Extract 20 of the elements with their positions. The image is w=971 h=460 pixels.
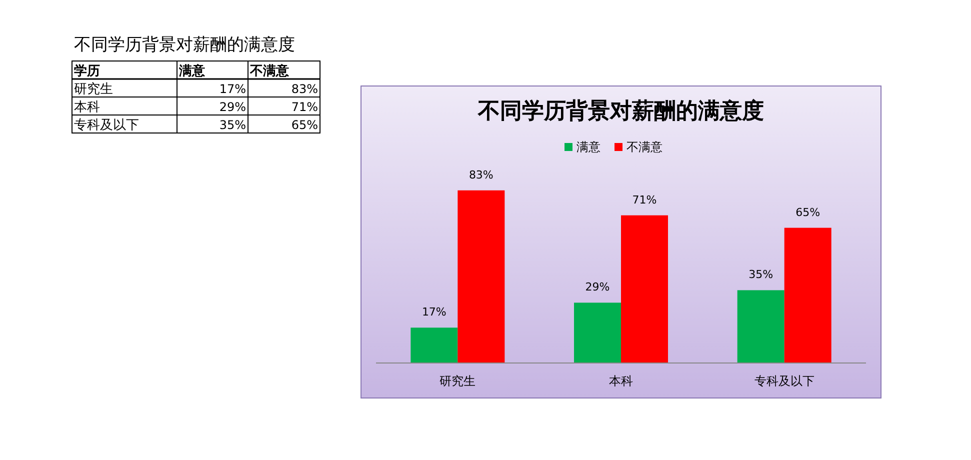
data-label: 17% — [422, 306, 446, 319]
data-label: 83% — [468, 168, 494, 182]
x-tick-label: 本科 — [609, 374, 633, 388]
data-table: 学历 满意 不满意 研究生 17% 83% 本科 29% 71% 专科及以下 35% 65% — [72, 60, 320, 134]
bar — [621, 215, 668, 363]
data-label: 35% — [748, 268, 774, 282]
data-label: 65% — [796, 206, 820, 219]
bar — [784, 228, 832, 363]
bar — [574, 302, 621, 363]
x-tick-label: 专科及以下 — [754, 374, 814, 388]
data-label: 71% — [632, 193, 657, 206]
sheet-title: 不同学历背景对薪酬的满意度 — [74, 35, 295, 55]
legend-label: 不满意 — [626, 140, 662, 154]
bar — [458, 190, 505, 363]
bar — [737, 290, 784, 363]
data-label: 29% — [585, 280, 610, 294]
legend-label: 满意 — [576, 140, 600, 154]
bar — [410, 328, 458, 363]
x-tick-label: 研究生 — [440, 374, 476, 388]
chart-title: 不同学历背景对薪酬的满意度 — [477, 98, 764, 124]
